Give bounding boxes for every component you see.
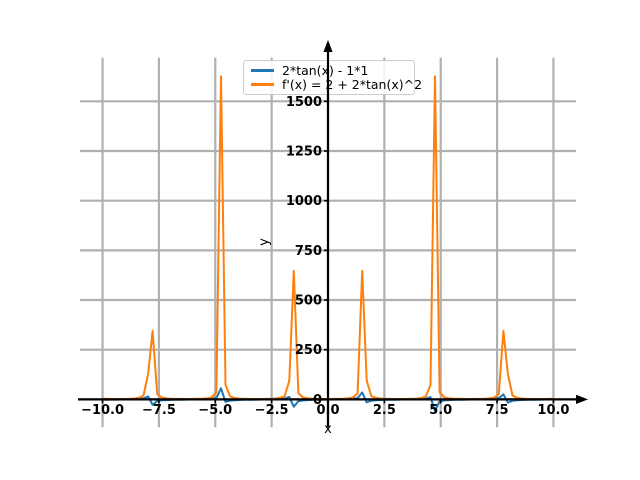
legend-label: 2*tan(x) - 1*1: [282, 63, 369, 78]
legend-line-swatch-blue: [251, 69, 274, 72]
legend-label: f'(x) = 2 + 2*tan(x)^2: [282, 77, 423, 92]
legend: 2*tan(x) - 1*1 f'(x) = 2 + 2*tan(x)^2: [243, 60, 422, 95]
legend-item: f'(x) = 2 + 2*tan(x)^2: [251, 78, 422, 91]
legend-line-swatch-orange: [251, 83, 274, 86]
legend-item: 2*tan(x) - 1*1: [251, 64, 407, 77]
